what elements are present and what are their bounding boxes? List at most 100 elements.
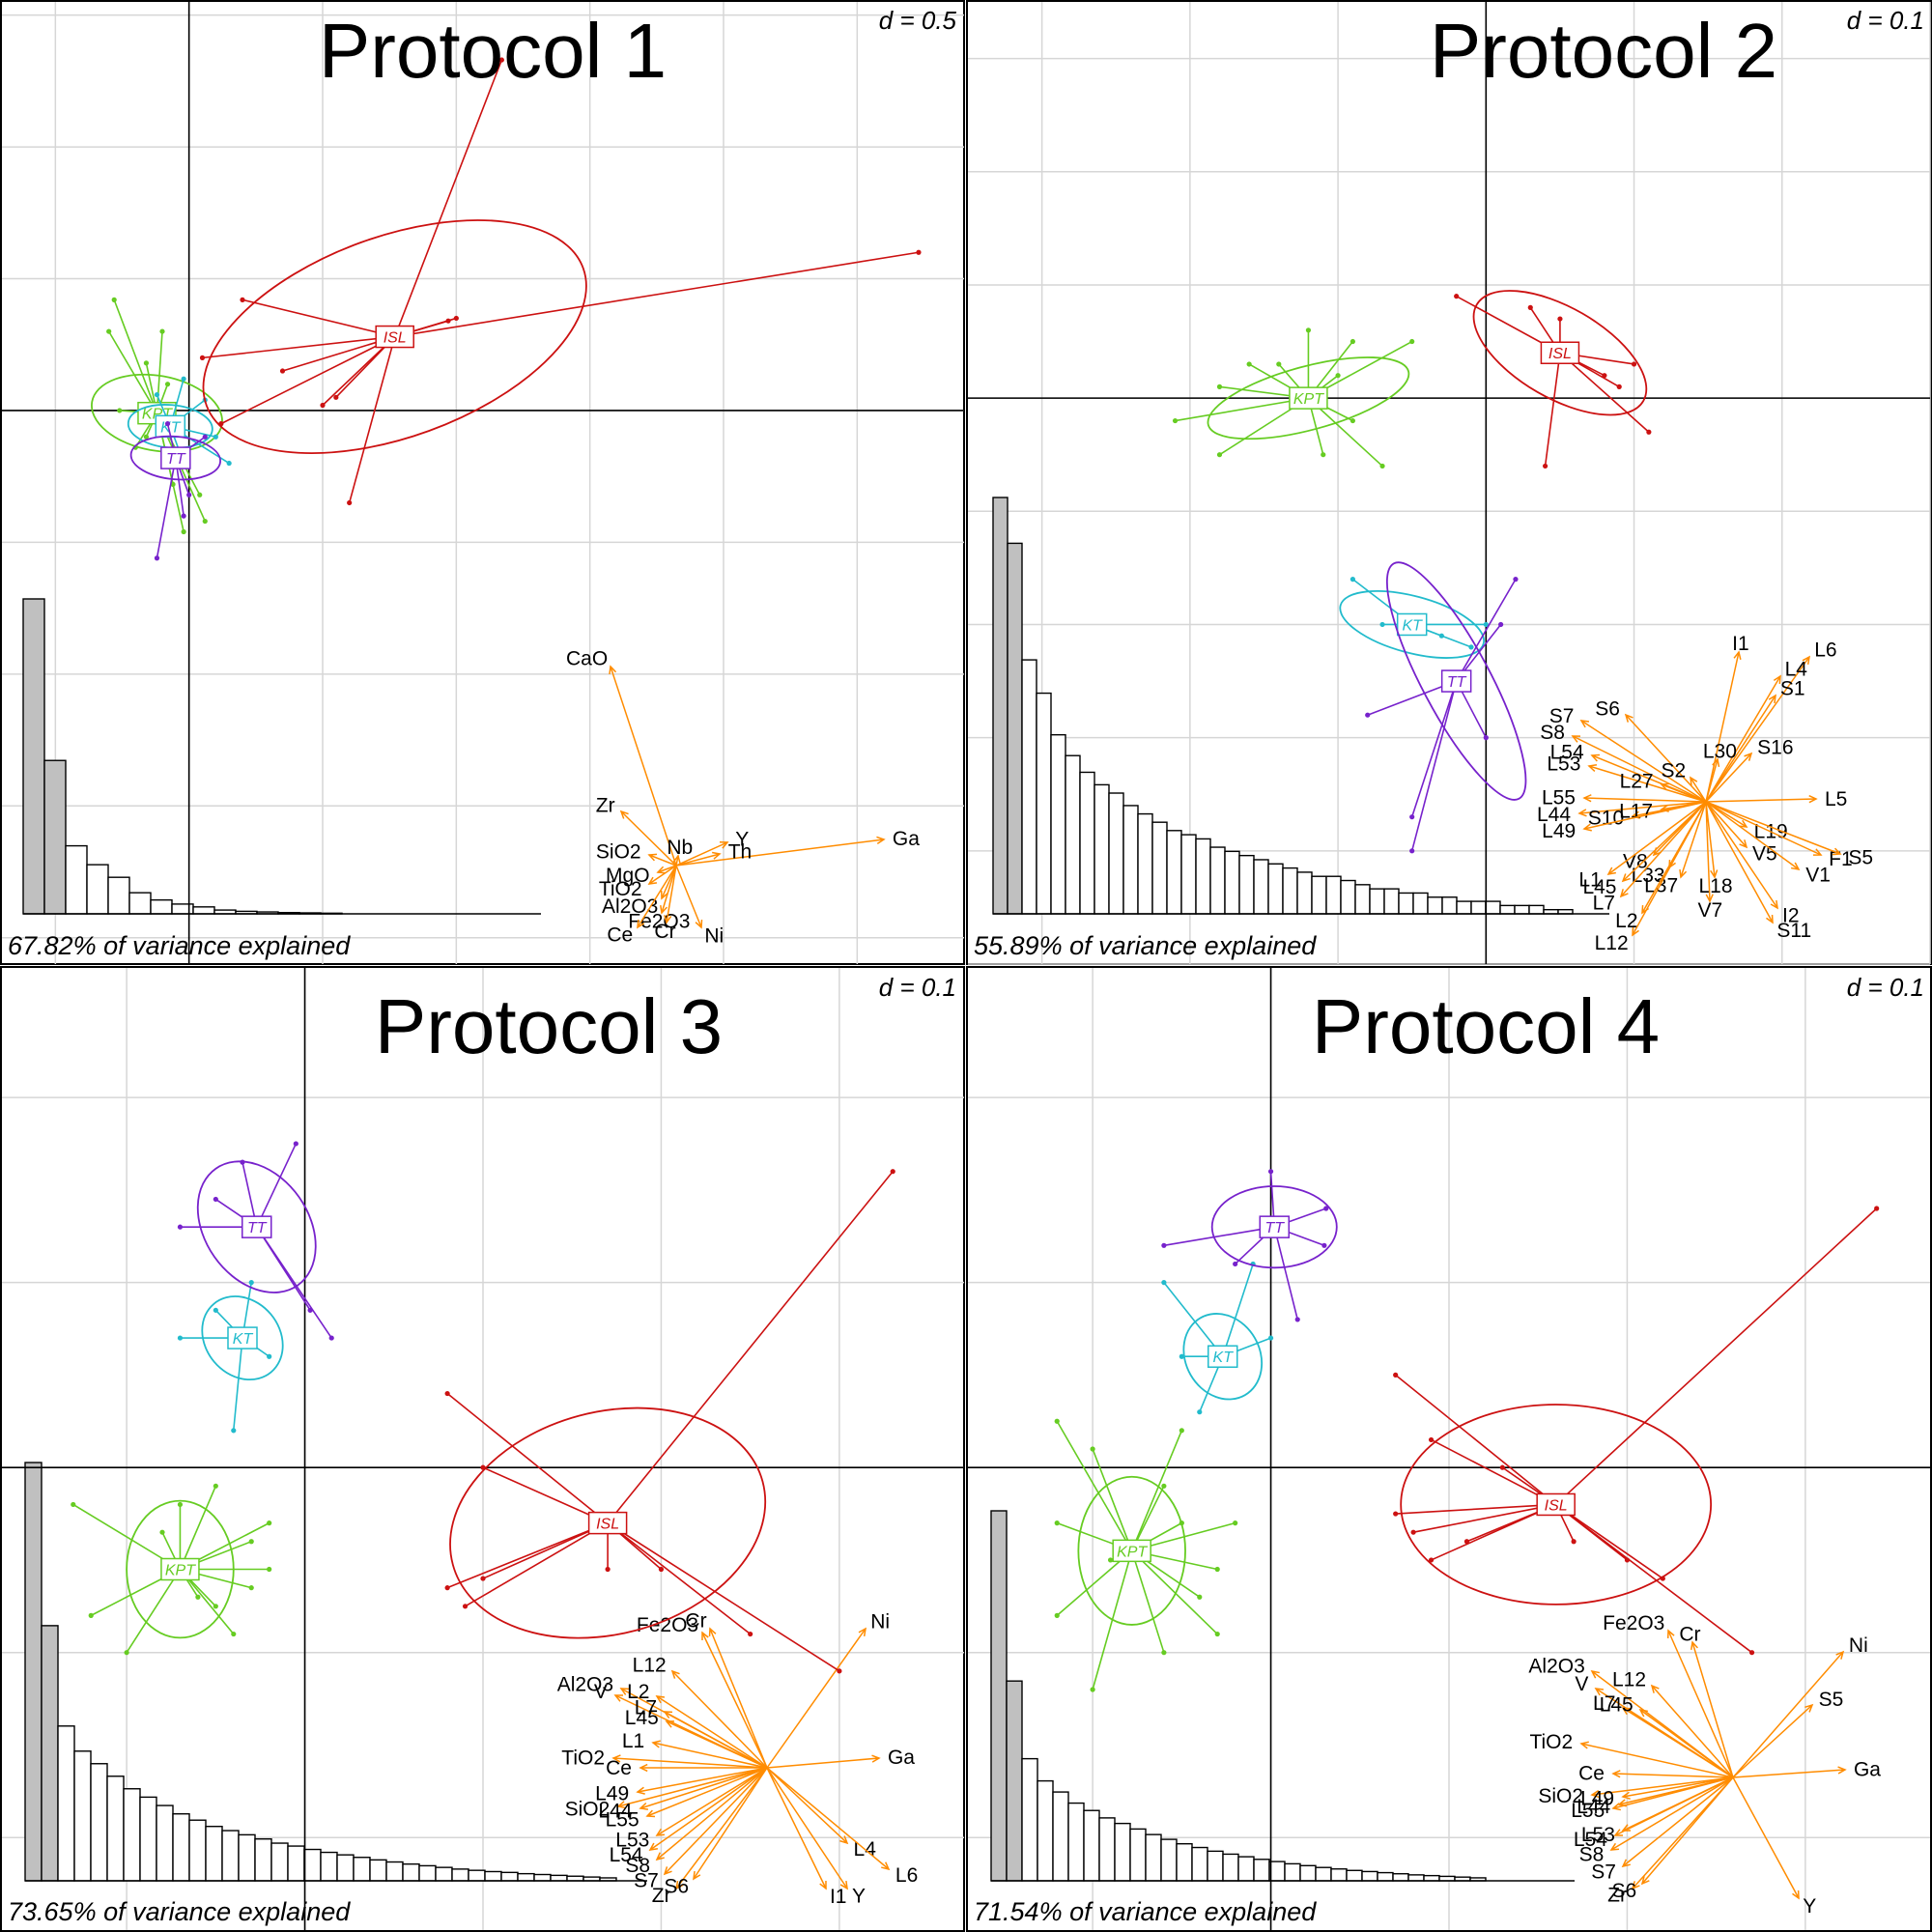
eigenvalue-bar xyxy=(1006,1680,1023,1882)
arrow-head xyxy=(619,1688,630,1695)
sample-point xyxy=(1557,316,1563,322)
variable-arrow xyxy=(1705,675,1781,803)
variable-arrow xyxy=(1610,1776,1734,1851)
variable-arrow xyxy=(637,1767,768,1793)
star-segment xyxy=(107,330,158,414)
variable-arrow xyxy=(701,1632,768,1769)
eigenvalue-bar xyxy=(320,1851,338,1882)
eigenvalue-bar xyxy=(992,497,1009,915)
eigenvalue-bar xyxy=(90,1763,108,1882)
sample-point xyxy=(480,1576,486,1581)
star-segment xyxy=(179,1485,217,1570)
sample-point xyxy=(1468,644,1474,650)
group-ellipse xyxy=(449,1406,767,1639)
variable-label: TiO2 xyxy=(561,1747,605,1769)
variable-label: Al2O3 xyxy=(557,1674,613,1696)
arrow-head xyxy=(660,904,668,915)
group-ellipse xyxy=(202,219,587,454)
sample-point xyxy=(213,1196,218,1203)
sample-point xyxy=(1410,1529,1416,1535)
arrow-head xyxy=(1768,694,1776,704)
arrow-head xyxy=(1679,868,1688,879)
variable-label: L54 xyxy=(610,1844,643,1866)
sample-point xyxy=(1379,463,1385,469)
variable-label: S5 xyxy=(1848,846,1873,868)
variable-label: S6 xyxy=(664,1876,689,1898)
eigenvalue-bar xyxy=(1079,771,1095,915)
eigenvalue-bar xyxy=(287,1845,305,1882)
star-segment xyxy=(1131,1549,1218,1635)
eigenvalue-bar xyxy=(57,1725,75,1882)
variable-arrow xyxy=(1705,656,1810,803)
arrow-head xyxy=(1621,1824,1632,1832)
group-label-box xyxy=(1112,1539,1151,1563)
eigenvalue-barplot xyxy=(22,598,541,915)
arrow-head xyxy=(1804,1703,1814,1713)
arrow-head xyxy=(1744,752,1753,761)
variable-arrow xyxy=(1580,720,1707,803)
arrow-head xyxy=(1808,795,1818,804)
group-ellipse xyxy=(1182,1313,1264,1401)
eigenvalue-bar xyxy=(24,1462,43,1882)
star-segment xyxy=(1056,1420,1133,1551)
eigenvalue-bar xyxy=(1268,1861,1286,1882)
variable-label: L30 xyxy=(1703,740,1737,762)
arrow-head xyxy=(1609,1842,1620,1851)
star-segment xyxy=(232,1338,243,1431)
variable-label: MgO xyxy=(606,865,650,887)
variable-arrow xyxy=(656,1767,768,1861)
arrow-head xyxy=(881,1861,891,1871)
eigenvalue-bar xyxy=(303,1848,322,1882)
sample-point xyxy=(1571,1539,1577,1545)
sample-point xyxy=(462,1604,469,1609)
group-label: KPT xyxy=(165,1563,196,1579)
sample-point xyxy=(1214,1631,1220,1637)
eigenvalue-bar xyxy=(1514,904,1530,915)
eigenvalue-bar xyxy=(1253,859,1269,915)
group-label: KT xyxy=(160,419,182,436)
variable-arrow xyxy=(1639,1709,1734,1778)
arrow-head xyxy=(701,1631,709,1641)
variable-label: L53 xyxy=(1581,1824,1615,1846)
arrow-head xyxy=(1606,867,1616,876)
sample-point xyxy=(1267,1169,1274,1175)
sample-point xyxy=(186,492,192,497)
variable-arrow xyxy=(766,1767,848,1889)
group-label-box xyxy=(1536,1492,1576,1517)
eigenvalue-bar xyxy=(1191,1846,1208,1882)
eigenvalue-bar xyxy=(1398,892,1414,915)
arrow-head xyxy=(655,1852,665,1861)
eigenvalue-bar xyxy=(192,906,215,915)
star-segment xyxy=(220,335,396,425)
arrow-head xyxy=(672,854,681,864)
variable-label: L1 xyxy=(1578,868,1601,891)
star-segment xyxy=(1092,1448,1133,1551)
eigenvalue-bar xyxy=(86,864,109,915)
variable-arrow xyxy=(1705,801,1747,848)
arrow-head xyxy=(1621,1859,1631,1868)
panel-title: Protocol 3 xyxy=(375,983,723,1069)
eigenvalue-bar xyxy=(1383,888,1400,915)
eigenvalue-bar xyxy=(1267,863,1284,915)
variable-arrow xyxy=(1705,801,1800,870)
variable-arrow xyxy=(766,1767,890,1870)
variable-label: Ce xyxy=(607,924,633,947)
arrow-head xyxy=(1621,873,1631,883)
sample-point xyxy=(111,297,117,302)
arrow-head xyxy=(665,1720,675,1728)
sample-point xyxy=(124,1650,129,1656)
variable-label: S1 xyxy=(1780,677,1805,699)
variable-arrow xyxy=(1680,801,1707,878)
arrow-head xyxy=(1579,1741,1589,1749)
arrow-head xyxy=(712,851,722,860)
arrow-head xyxy=(1621,1707,1632,1716)
eigenvalue-bar xyxy=(1299,1864,1317,1882)
sample-point xyxy=(181,513,186,519)
variable-label: L54 xyxy=(1574,1829,1607,1851)
variable-label: SiO2 xyxy=(1538,1785,1583,1807)
arrow-head xyxy=(663,1866,672,1876)
group-label: TT xyxy=(166,451,186,468)
group-label-box xyxy=(160,446,191,469)
